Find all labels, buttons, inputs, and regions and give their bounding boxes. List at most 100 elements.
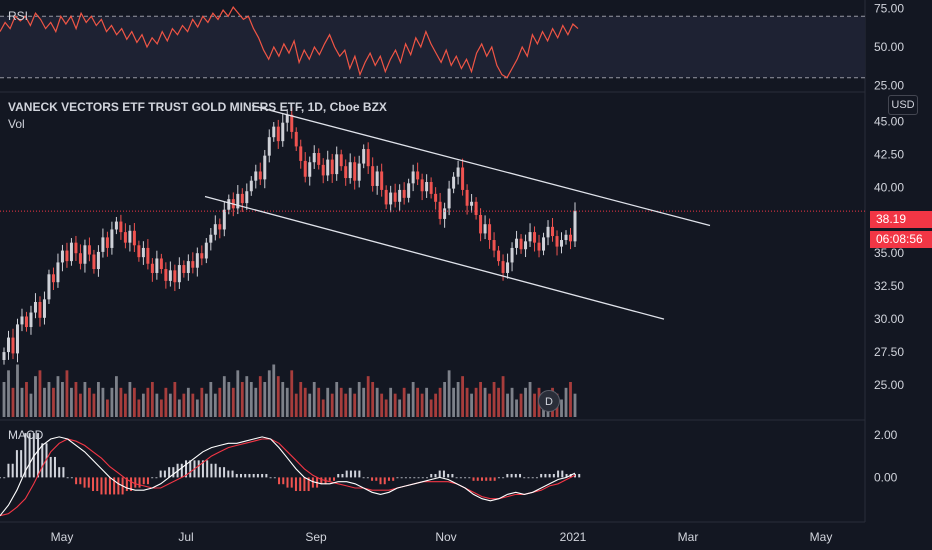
candle-body bbox=[492, 240, 496, 251]
candle-body bbox=[83, 245, 87, 264]
candle-body bbox=[209, 234, 213, 243]
macd-histogram-bar bbox=[371, 477, 374, 481]
candle-body bbox=[155, 258, 159, 273]
macd-histogram-bar bbox=[502, 477, 505, 479]
candle-body bbox=[353, 162, 357, 181]
candle-body bbox=[371, 166, 375, 186]
macd-histogram-bar bbox=[15, 450, 18, 478]
candle-body bbox=[555, 236, 559, 247]
currency-button[interactable]: USD bbox=[888, 95, 918, 115]
candle-body bbox=[245, 191, 249, 204]
volume-bar bbox=[411, 382, 415, 417]
volume-bar bbox=[335, 382, 339, 417]
volume-bar bbox=[200, 387, 204, 417]
volume-bar bbox=[52, 387, 55, 417]
volume-bar bbox=[488, 393, 491, 417]
macd-histogram-bar bbox=[362, 477, 365, 479]
macd-histogram-bar bbox=[252, 473, 255, 478]
candle-body bbox=[249, 180, 253, 192]
candle-body bbox=[393, 192, 397, 202]
time-axis-label: 2021 bbox=[560, 530, 587, 544]
macd-histogram-bar bbox=[527, 477, 530, 479]
candle-body bbox=[150, 263, 154, 273]
candle-body bbox=[110, 229, 114, 248]
volume-bar bbox=[393, 393, 397, 417]
candle-body bbox=[348, 162, 352, 179]
candle-body bbox=[168, 270, 172, 281]
macd-histogram-bar bbox=[49, 456, 52, 478]
volume-bar bbox=[560, 399, 563, 417]
candle-body bbox=[416, 171, 420, 180]
macd-pane bbox=[0, 433, 581, 517]
macd-histogram-bar bbox=[159, 470, 162, 478]
volume-bar bbox=[443, 382, 447, 417]
macd-histogram-bar bbox=[125, 477, 128, 492]
candle-body bbox=[443, 208, 447, 219]
candle-body bbox=[240, 193, 244, 204]
candle-body bbox=[389, 192, 393, 205]
candle-body bbox=[474, 201, 478, 215]
macd-histogram-bar bbox=[278, 477, 281, 485]
macd-histogram-bar bbox=[117, 477, 120, 495]
volume-bar bbox=[236, 370, 240, 417]
candle-body bbox=[321, 164, 325, 176]
volume-bar bbox=[231, 387, 235, 417]
volume-legend[interactable]: Vol bbox=[8, 117, 25, 131]
macd-histogram-bar bbox=[375, 477, 378, 481]
candle-body bbox=[438, 201, 442, 219]
macd-histogram-bar bbox=[417, 477, 420, 479]
volume-bar bbox=[344, 393, 348, 417]
macd-histogram-bar bbox=[70, 477, 73, 479]
macd-histogram-bar bbox=[138, 477, 141, 488]
candle-body bbox=[506, 262, 510, 273]
macd-histogram-bar bbox=[485, 477, 488, 481]
macd-histogram-bar bbox=[146, 477, 149, 485]
candle-body bbox=[29, 312, 33, 328]
candle-body bbox=[141, 247, 145, 258]
trendline-lower[interactable] bbox=[204, 195, 665, 320]
macd-histogram-bar bbox=[337, 473, 340, 478]
volume-bar bbox=[515, 399, 518, 417]
macd-legend[interactable]: MACD bbox=[8, 428, 44, 442]
price-axis[interactable]: 75.00 50.00 25.00 45.00 42.50 40.00 35.00 32.50… bbox=[51, 2, 905, 544]
symbol-title[interactable]: VANECK VECTORS ETF TRUST GOLD MINERS ETF… bbox=[8, 100, 387, 114]
candle-body bbox=[434, 193, 438, 202]
volume-bar bbox=[65, 370, 69, 417]
volume-bar bbox=[141, 393, 145, 417]
candle-body bbox=[11, 337, 15, 354]
macd-histogram-bar bbox=[96, 477, 99, 492]
candle-body bbox=[132, 230, 136, 246]
macd-histogram-bar bbox=[544, 473, 547, 478]
macd-histogram-bar bbox=[383, 477, 386, 485]
candle-body bbox=[182, 265, 186, 273]
trend-channel[interactable] bbox=[204, 104, 711, 320]
candle-body bbox=[501, 261, 505, 273]
volume-bar bbox=[492, 382, 496, 417]
rsi-line bbox=[0, 6, 579, 79]
trendline-upper[interactable] bbox=[251, 104, 711, 227]
candle-body bbox=[528, 232, 532, 242]
macd-histogram-bar bbox=[197, 460, 200, 478]
candle-body bbox=[470, 201, 474, 206]
macd-histogram-bar bbox=[523, 477, 526, 479]
candle-body bbox=[119, 221, 123, 233]
volume-bar bbox=[533, 393, 536, 417]
macd-histogram-bar bbox=[185, 460, 188, 478]
candle-body bbox=[456, 167, 460, 177]
time-axis-label: May bbox=[51, 530, 74, 544]
volume-bar bbox=[213, 393, 217, 417]
rsi-legend[interactable]: RSI bbox=[8, 9, 29, 23]
volume-bar bbox=[357, 382, 361, 417]
dividend-marker-icon[interactable]: D bbox=[538, 390, 560, 412]
macd-histogram-bar bbox=[358, 470, 361, 478]
macd-histogram-bar bbox=[451, 473, 454, 478]
volume-bar bbox=[106, 399, 109, 417]
candle-body bbox=[69, 242, 73, 262]
volume-bar bbox=[168, 393, 172, 417]
volume-bar bbox=[308, 393, 312, 417]
volume-bar bbox=[20, 387, 24, 417]
volume-bar bbox=[249, 382, 253, 417]
macd-tick-label: 2.00 bbox=[874, 428, 898, 442]
candle-body bbox=[74, 242, 78, 254]
